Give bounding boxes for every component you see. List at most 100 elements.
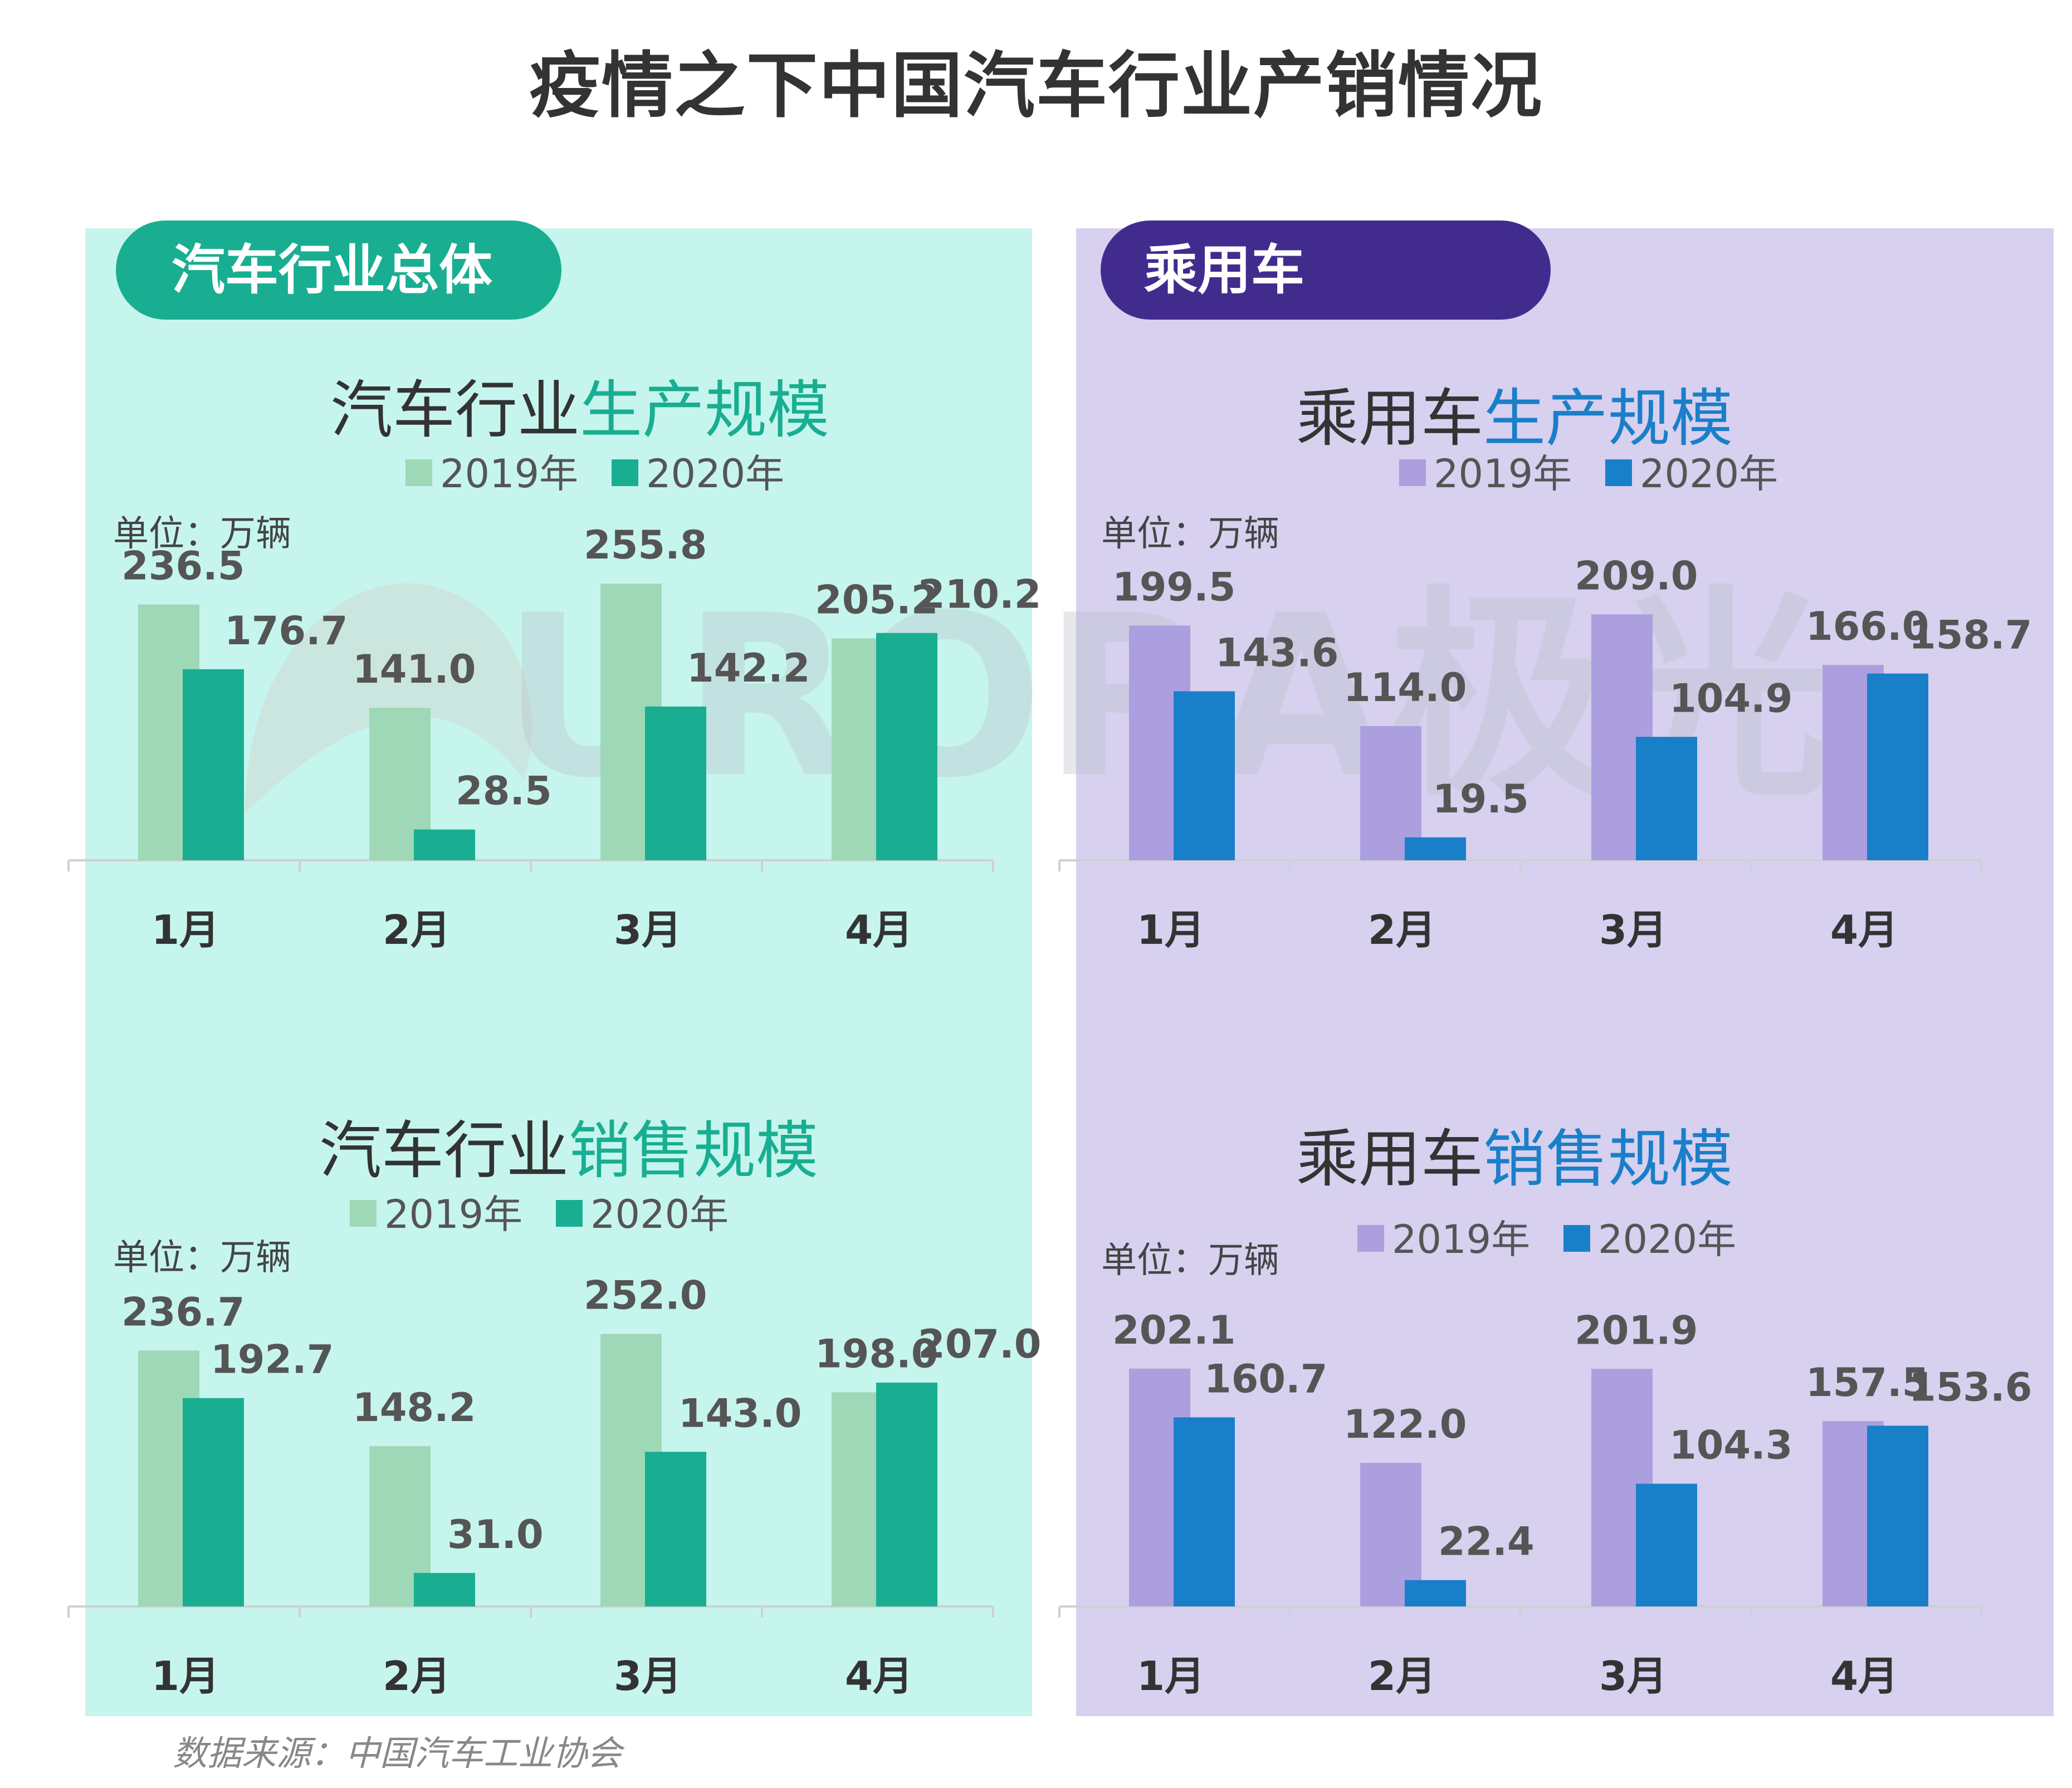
x-tick-label: 4月	[845, 1653, 913, 1699]
value-label: 210.2	[918, 572, 1041, 618]
x-tick-label: 1月	[152, 907, 219, 953]
legend-label: 2019年	[440, 451, 578, 497]
bar-2020年-2月	[1405, 1580, 1466, 1606]
x-tick-label: 3月	[1599, 907, 1667, 953]
value-label: 198.0	[815, 1331, 938, 1376]
value-label: 207.0	[918, 1321, 1041, 1367]
legend-swatch-2019年	[405, 459, 432, 486]
x-tick-label: 4月	[845, 907, 913, 953]
unit-label: 单位：万辆	[113, 513, 291, 555]
value-label: 255.8	[584, 522, 707, 568]
chart-title: 乘用车生产规模	[1296, 383, 1733, 455]
x-tick-label: 2月	[383, 907, 451, 953]
value-label: 201.9	[1575, 1307, 1698, 1353]
x-tick-label: 4月	[1830, 1653, 1898, 1699]
x-tick-label: 1月	[1137, 907, 1205, 953]
legend-swatch-2020年	[1563, 1225, 1590, 1252]
value-label: 236.5	[121, 543, 245, 589]
legend-label: 2020年	[1640, 451, 1778, 497]
x-tick-label: 3月	[1599, 1653, 1667, 1699]
value-label: 153.6	[1909, 1364, 2032, 1410]
value-label: 148.2	[353, 1385, 476, 1431]
value-label: 157.5	[1806, 1360, 1929, 1405]
value-label: 205.2	[815, 577, 938, 623]
chart-title-prefix: 汽车行业	[330, 374, 580, 447]
bar-2020年-1月	[183, 669, 244, 860]
bar-2020年-3月	[1636, 737, 1697, 860]
legend-label: 2019年	[1392, 1217, 1530, 1262]
value-label: 143.0	[678, 1390, 802, 1436]
bar-2020年-4月	[1867, 1425, 1928, 1606]
value-label: 28.5	[456, 768, 552, 814]
unit-label: 单位：万辆	[1101, 1240, 1279, 1281]
legend-swatch-2019年	[350, 1200, 377, 1227]
legend-label: 2020年	[1598, 1217, 1736, 1262]
chart-title-highlight: 生产规模	[1483, 383, 1733, 455]
value-label: 114.0	[1343, 665, 1467, 711]
section-label-passenger: 乘用车	[1101, 221, 1551, 320]
legend-swatch-2019年	[1399, 459, 1426, 486]
value-label: 22.4	[1438, 1519, 1535, 1565]
legend-swatch-2020年	[1605, 459, 1632, 486]
bar-2020年-3月	[645, 1452, 706, 1606]
main-title: 疫情之下中国汽车行业产销情况	[529, 45, 1543, 128]
value-label: 158.7	[1909, 613, 2032, 658]
legend-swatch-2019年	[1357, 1225, 1384, 1252]
value-label: 142.2	[687, 645, 810, 691]
bar-2020年-1月	[183, 1398, 244, 1606]
bar-2020年-2月	[414, 829, 475, 860]
bar-2020年-2月	[414, 1573, 475, 1606]
bar-2020年-1月	[1174, 1417, 1235, 1606]
value-label: 236.7	[121, 1289, 245, 1335]
value-label: 143.6	[1215, 630, 1338, 675]
value-label: 202.1	[1112, 1307, 1235, 1353]
x-tick-label: 1月	[152, 1653, 219, 1699]
value-label: 19.5	[1433, 776, 1529, 822]
x-tick-label: 4月	[1830, 907, 1898, 953]
legend-label: 2019年	[1434, 451, 1572, 497]
data-source-note: 数据来源：中国汽车工业协会	[173, 1733, 622, 1774]
chart-title: 汽车行业生产规模	[330, 374, 829, 447]
x-tick-label: 2月	[383, 1653, 451, 1699]
section-label-automotive: 汽车行业总体	[116, 221, 561, 320]
unit-label: 单位：万辆	[113, 1237, 291, 1278]
chart-title-prefix: 乘用车	[1296, 383, 1483, 455]
value-label: 31.0	[447, 1512, 544, 1557]
bar-2020年-4月	[1867, 673, 1928, 860]
x-tick-label: 2月	[1368, 907, 1436, 953]
chart-title: 汽车行业销售规模	[319, 1115, 818, 1187]
x-tick-label: 1月	[1137, 1653, 1205, 1699]
legend-label: 2019年	[384, 1192, 522, 1237]
value-label: 104.3	[1669, 1423, 1792, 1468]
bar-2020年-3月	[1636, 1483, 1697, 1606]
value-label: 122.0	[1343, 1402, 1467, 1447]
value-label: 199.5	[1112, 564, 1235, 610]
legend-swatch-2020年	[612, 459, 638, 486]
chart-title-highlight: 销售规模	[569, 1115, 818, 1187]
legend-label: 2020年	[646, 451, 784, 497]
value-label: 192.7	[211, 1337, 334, 1383]
bar-2020年-2月	[1405, 837, 1466, 860]
value-label: 160.7	[1204, 1356, 1327, 1402]
chart-title: 乘用车销售规模	[1296, 1123, 1733, 1196]
chart-title-prefix: 乘用车	[1296, 1123, 1483, 1196]
x-tick-label: 3月	[614, 1653, 682, 1699]
x-tick-label: 3月	[614, 907, 682, 953]
bar-2020年-4月	[876, 633, 937, 860]
legend-swatch-2020年	[556, 1200, 583, 1227]
chart-title-prefix: 汽车行业	[319, 1115, 569, 1187]
legend-label: 2020年	[590, 1192, 729, 1237]
bar-2020年-4月	[876, 1382, 937, 1606]
value-label: 166.0	[1806, 604, 1929, 649]
bar-2020年-3月	[645, 706, 706, 860]
value-label: 252.0	[584, 1273, 707, 1319]
bar-2020年-1月	[1174, 691, 1235, 860]
value-label: 104.9	[1669, 675, 1792, 721]
value-label: 176.7	[224, 608, 348, 654]
value-label: 209.0	[1575, 553, 1698, 599]
x-tick-label: 2月	[1368, 1653, 1436, 1699]
